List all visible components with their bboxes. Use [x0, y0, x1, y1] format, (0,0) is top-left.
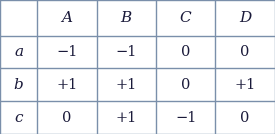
- Text: D: D: [239, 11, 251, 25]
- Text: +1: +1: [116, 78, 137, 92]
- Text: C: C: [180, 11, 191, 25]
- Text: −1: −1: [116, 45, 137, 59]
- Text: B: B: [121, 11, 132, 25]
- Text: 0: 0: [240, 111, 250, 125]
- Text: 0: 0: [240, 45, 250, 59]
- Text: c: c: [14, 111, 23, 125]
- Text: b: b: [14, 78, 23, 92]
- Text: A: A: [61, 11, 72, 25]
- Text: +1: +1: [235, 78, 256, 92]
- Text: 0: 0: [62, 111, 72, 125]
- Text: +1: +1: [116, 111, 137, 125]
- Text: −1: −1: [56, 45, 78, 59]
- Text: 0: 0: [181, 78, 190, 92]
- Text: a: a: [14, 45, 23, 59]
- Text: +1: +1: [56, 78, 78, 92]
- Text: 0: 0: [181, 45, 190, 59]
- Text: −1: −1: [175, 111, 196, 125]
